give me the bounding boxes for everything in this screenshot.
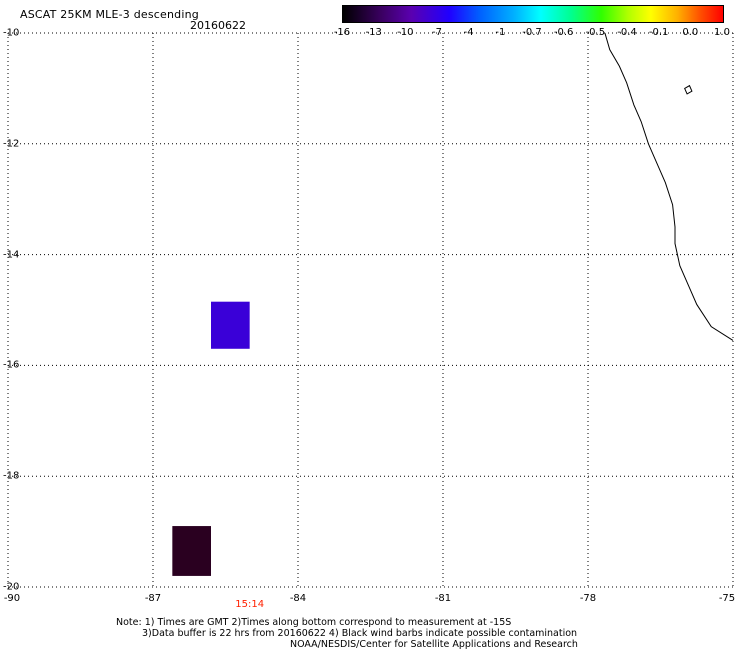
island-outline: [684, 84, 693, 95]
data-cell: [211, 301, 250, 349]
y-tick-label: -12: [3, 138, 20, 150]
x-tick-label: -78: [579, 593, 597, 604]
colorbar-label: 0.0: [682, 27, 699, 38]
colorbar-label: -0.1: [648, 27, 669, 38]
y-tick-label: -16: [3, 359, 20, 371]
data-cell: [172, 526, 211, 576]
colorbar-label: -16: [333, 27, 351, 38]
colorbar: [342, 5, 724, 23]
note-line-1: Note: 1) Times are GMT 2)Times along bot…: [116, 617, 512, 628]
colorbar-label: -10: [397, 27, 414, 38]
colorbar-label: 1.0: [714, 27, 730, 38]
time-marker-label: 15:14: [235, 599, 265, 610]
coastline-path: [604, 32, 734, 341]
x-tick-label: -87: [144, 593, 162, 604]
data-cells: [172, 301, 250, 576]
x-tick-label: -90: [3, 593, 21, 604]
y-tick-label: -10: [3, 27, 20, 39]
chart-date: 20160622: [190, 19, 246, 32]
y-tick-label: -18: [3, 470, 20, 482]
x-tick-label: -75: [718, 593, 736, 604]
note-line-3: NOAA/NESDIS/Center for Satellite Applica…: [290, 639, 578, 650]
colorbar-label: -0.5: [585, 27, 606, 38]
y-tick-label: -14: [3, 249, 20, 261]
colorbar-label: -13: [365, 27, 382, 38]
x-tick-label: -84: [289, 593, 307, 604]
grid-lines: [7, 32, 734, 588]
chart-title: ASCAT 25KM MLE-3 descending: [20, 8, 199, 21]
note-line-2: 3)Data buffer is 22 hrs from 20160622 4)…: [142, 628, 578, 639]
coastline: [604, 32, 734, 341]
y-tick-label: -20: [3, 581, 20, 593]
colorbar-label: -0.4: [617, 27, 637, 38]
x-tick-label: -81: [434, 593, 452, 604]
colorbar-label: -0.6: [553, 27, 574, 38]
